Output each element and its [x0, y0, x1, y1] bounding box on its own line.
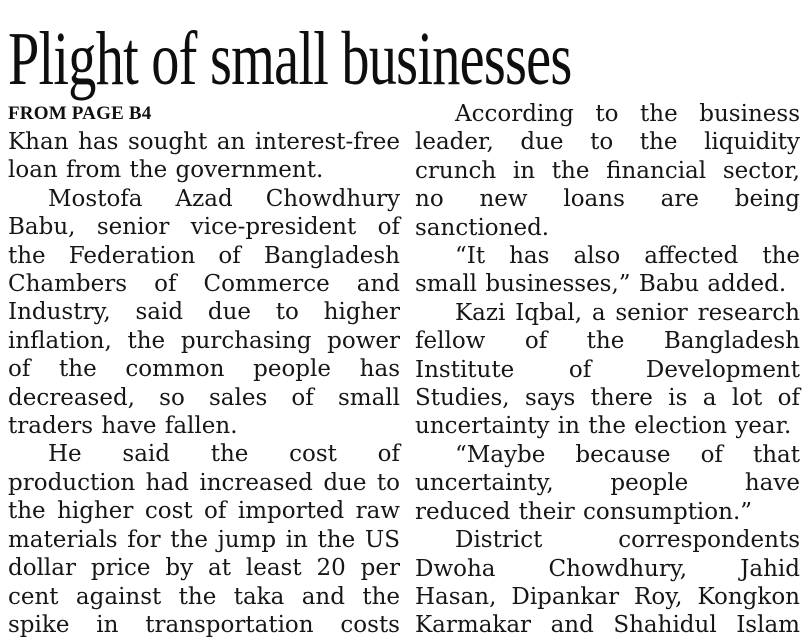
continuation-kicker: FROM PAGE B4: [8, 103, 152, 124]
article-headline: Plight of small businesses: [0, 0, 805, 100]
article-paragraph: According to the business leader, due to…: [415, 101, 800, 241]
article-paragraph: He said the cost of production had incre…: [8, 441, 400, 641]
article-paragraph: Khan has sought an interest-free loan fr…: [8, 129, 400, 184]
article-headline-text: Plight of small businesses: [8, 17, 572, 101]
article-paragraph: District correspondents Dwoha Chowdhury,…: [415, 527, 800, 641]
right-column: According to the business leader, due to…: [415, 100, 800, 641]
left-column: FROM PAGE B4 Khan has sought an interest…: [8, 100, 400, 641]
article-paragraph: “It has also affected the small business…: [415, 243, 800, 298]
article-paragraph: Mostofa Azad Chowdhury Babu, senior vice…: [8, 185, 400, 440]
article-columns: FROM PAGE B4 Khan has sought an interest…: [0, 100, 805, 641]
article-paragraph: Kazi Iqbal, a senior research fellow of …: [415, 299, 800, 440]
article-paragraph: “Maybe because of that uncertainty, peop…: [415, 441, 800, 525]
